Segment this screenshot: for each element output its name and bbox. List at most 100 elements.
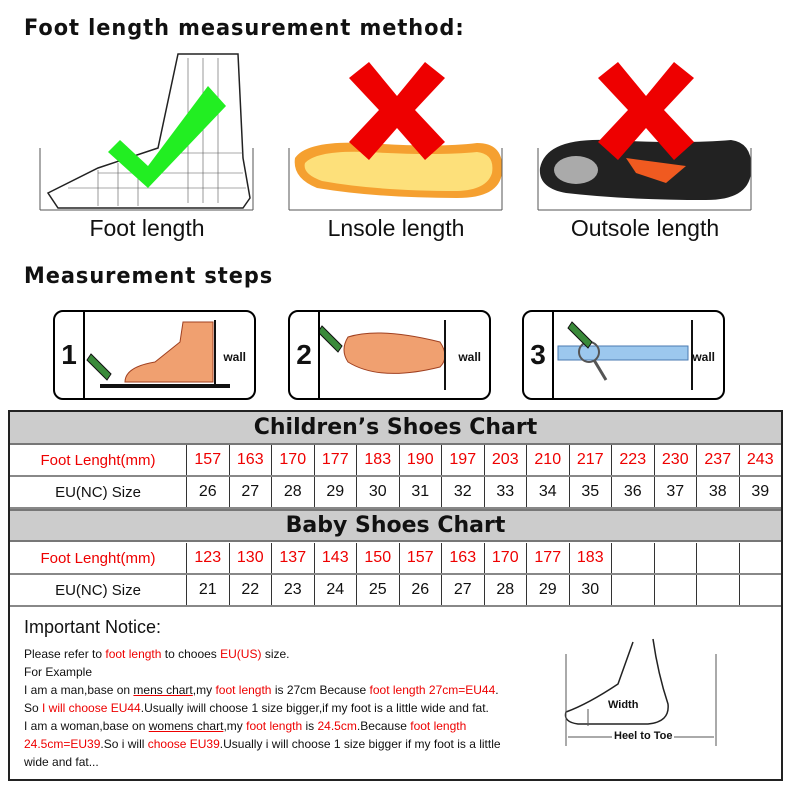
highlight-text: 24.5cm — [317, 719, 357, 733]
children-length-row: Foot Lenght(mm) 157 163 170 177 183 190 197 203 2… — [10, 445, 781, 477]
highlight-text: EU(US) — [220, 647, 262, 661]
foot-side-image — [86, 320, 230, 388]
table-cell: 27 — [442, 575, 485, 605]
table-cell: 35 — [570, 477, 612, 507]
table-cell: 183 — [570, 543, 612, 573]
children-chart-title: Children’s Shoes Chart — [10, 412, 781, 445]
text: .Usually iwill choose 1 size bigger,if m… — [140, 701, 489, 715]
text: So — [24, 701, 43, 715]
table-cell: 217 — [570, 445, 612, 475]
row-label: Foot Lenght(mm) — [10, 445, 187, 475]
wall-label: wall — [692, 350, 715, 364]
table-cell: 143 — [315, 543, 357, 573]
table-cell: 33 — [485, 477, 527, 507]
table-cell: 28 — [272, 477, 315, 507]
highlight-text: foot length — [105, 647, 162, 661]
baby-length-row: Foot Lenght(mm) 123 130 137 143 150 157 163 170 1… — [10, 543, 781, 575]
highlight-text: 24.5cm=EU39 — [24, 737, 101, 751]
table-cell: 123 — [187, 543, 230, 573]
text: I am a woman,base on — [24, 719, 149, 733]
table-cell: 137 — [272, 543, 315, 573]
table-cell — [612, 575, 655, 605]
table-cell: 31 — [400, 477, 442, 507]
steps-title: Measurement steps — [24, 264, 274, 289]
method-outsole-length: Outsole length — [536, 48, 754, 248]
row-label: EU(NC) Size — [10, 477, 187, 507]
notice-line: I am a woman,base on womens chart,my foo… — [24, 717, 544, 735]
method-label: Outsole length — [570, 215, 720, 241]
table-cell: 177 — [527, 543, 570, 573]
table-cell: 26 — [187, 477, 230, 507]
step-2: 2 wall — [288, 310, 491, 400]
table-cell — [655, 575, 697, 605]
table-cell — [740, 575, 782, 605]
table-cell: 150 — [357, 543, 400, 573]
notice-line: 24.5cm=EU39.So i will choose EU39.Usuall… — [24, 735, 544, 753]
table-cell: 24 — [315, 575, 357, 605]
table-cell: 130 — [230, 543, 272, 573]
table-cell — [740, 543, 782, 573]
notice-line: So I will choose EU44.Usually iwill choo… — [24, 699, 544, 717]
table-cell: 38 — [697, 477, 740, 507]
table-cell: 22 — [230, 575, 272, 605]
notice-title: Important Notice: — [24, 617, 162, 637]
table-cell — [612, 543, 655, 573]
ruler-image — [557, 320, 693, 390]
step-number: 3 — [524, 312, 554, 398]
text: . — [495, 683, 499, 697]
table-cell: 34 — [527, 477, 570, 507]
text: .So i will — [100, 737, 148, 751]
width-label: Width — [608, 699, 639, 711]
method-insole-length: Lnsole length — [287, 48, 505, 248]
text: is — [302, 719, 318, 733]
table-cell: 21 — [187, 575, 230, 605]
highlight-text: foot length — [410, 719, 467, 733]
table-cell: 25 — [357, 575, 400, 605]
table-cell: 29 — [527, 575, 570, 605]
outsole-image — [537, 62, 752, 211]
table-cell: 197 — [442, 445, 485, 475]
page-title: Foot length measurement method: — [24, 16, 465, 41]
wall-label: wall — [458, 350, 481, 364]
notice-text: Please refer to foot length to chooes EU… — [24, 645, 544, 771]
children-size-row: EU(NC) Size 26 27 28 29 30 31 32 33 34 35 36 37 38 39 — [10, 477, 781, 509]
step-3: 3 wall — [522, 310, 725, 400]
table-cell: 163 — [230, 445, 272, 475]
highlight-text: foot length — [215, 683, 272, 697]
table-cell: 29 — [315, 477, 357, 507]
table-cell: 170 — [272, 445, 315, 475]
table-cell — [697, 543, 740, 573]
row-label: EU(NC) Size — [10, 575, 187, 605]
text: Please refer to — [24, 647, 106, 661]
foot-wireframe-image — [39, 53, 254, 211]
table-cell: 30 — [570, 575, 612, 605]
highlight-text: foot length — [246, 719, 303, 733]
table-cell — [655, 543, 697, 573]
method-label: Lnsole length — [327, 215, 465, 241]
table-cell: 190 — [400, 445, 442, 475]
text: .Because — [356, 719, 411, 733]
text: size. — [261, 647, 290, 661]
table-cell: 36 — [612, 477, 655, 507]
underlined-text: womens chart — [148, 719, 224, 733]
table-cell: 26 — [400, 575, 442, 605]
table-cell: 203 — [485, 445, 527, 475]
table-cell: 223 — [612, 445, 655, 475]
step-number: 2 — [290, 312, 320, 398]
method-label: Foot length — [89, 215, 205, 241]
step-1: 1 wall — [53, 310, 256, 400]
insole-image — [288, 62, 503, 211]
baby-chart-title: Baby Shoes Chart — [10, 509, 781, 542]
notice-line: I am a man,base on mens chart,my foot le… — [24, 681, 544, 699]
table-cell: 243 — [746, 451, 774, 468]
table-cell: 28 — [485, 575, 527, 605]
notice-line: Please refer to foot length to chooes EU… — [24, 645, 544, 663]
step-number: 1 — [55, 312, 85, 398]
text: ,my — [192, 683, 216, 697]
text: is 27cm Because — [271, 683, 370, 697]
table-cell — [697, 575, 740, 605]
highlight-text: I will choose EU44 — [42, 701, 141, 715]
heel-to-toe-label: Heel to Toe — [612, 730, 675, 742]
table-cell: 30 — [357, 477, 400, 507]
notice-line: wide and fat... — [24, 755, 99, 769]
